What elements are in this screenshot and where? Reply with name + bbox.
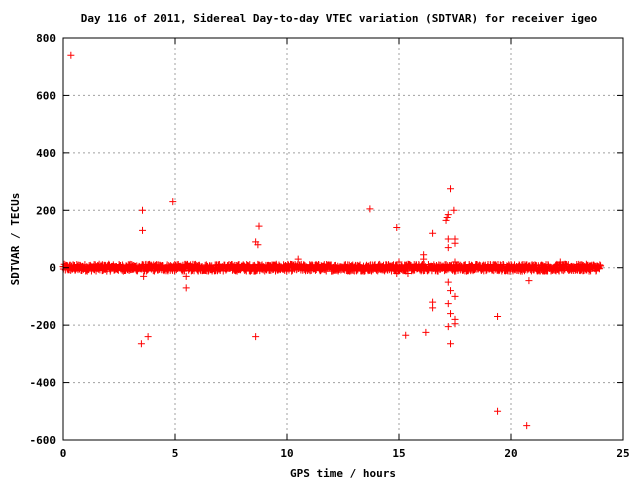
data-point [169, 198, 177, 206]
data-point [525, 277, 533, 285]
data-point [255, 222, 263, 230]
data-point [523, 422, 531, 430]
y-tick-label: 600 [36, 89, 56, 102]
data-point [450, 206, 458, 214]
data-point [393, 269, 401, 277]
data-point [404, 269, 412, 277]
y-tick-label: 800 [36, 32, 56, 45]
data-point [395, 258, 403, 266]
y-tick-labels: -600 -400 -200 0 200 400 600 800 [30, 32, 57, 447]
data-point [447, 287, 455, 295]
data-point [67, 51, 75, 59]
data-point [144, 333, 152, 341]
data-point [422, 328, 430, 336]
data-point [366, 205, 374, 213]
data-point [447, 310, 455, 318]
data-point [444, 235, 452, 243]
y-tick-label: -200 [30, 319, 57, 332]
x-tick-label: 15 [392, 447, 405, 460]
data-point [444, 211, 452, 219]
data-points [59, 51, 605, 430]
y-tick-label: -400 [30, 377, 57, 390]
data-point [137, 340, 145, 348]
axis-ticks [62, 37, 624, 441]
x-tick-label: 10 [280, 447, 293, 460]
data-point [451, 292, 459, 300]
data-point [139, 226, 147, 234]
data-point [252, 333, 260, 341]
data-point [451, 320, 459, 328]
data-point [447, 340, 455, 348]
data-point [447, 185, 455, 193]
data-point [556, 258, 564, 266]
x-tick-label: 20 [504, 447, 517, 460]
x-tick-labels: 0 5 10 15 20 25 [60, 447, 630, 460]
data-point [451, 258, 459, 266]
data-point [254, 241, 262, 249]
data-point [420, 255, 428, 263]
data-point [393, 224, 401, 232]
y-axis-label: SDTVAR / TECUs [9, 193, 22, 286]
data-point [443, 213, 451, 221]
data-point [597, 262, 605, 270]
data-point [294, 255, 302, 263]
plot-frame [62, 37, 624, 441]
data-point [494, 407, 502, 415]
data-point [442, 216, 450, 224]
y-tick-label: -600 [30, 434, 57, 447]
y-tick-label: 0 [49, 262, 56, 275]
data-point [429, 229, 437, 237]
data-point [451, 239, 459, 247]
data-point [182, 284, 190, 292]
data-point [444, 300, 452, 308]
data-point [182, 272, 190, 280]
chart-title: Day 116 of 2011, Sidereal Day-to-day VTE… [81, 12, 598, 25]
data-point [494, 313, 502, 321]
data-point [444, 278, 452, 286]
x-axis-label: GPS time / hours [290, 467, 396, 480]
y-tick-label: 400 [36, 147, 56, 160]
x-tick-label: 25 [616, 447, 629, 460]
x-tick-label: 0 [60, 447, 67, 460]
data-point [402, 331, 410, 339]
data-point [139, 206, 147, 214]
data-point [202, 261, 210, 269]
data-point [444, 244, 452, 252]
data-point [429, 304, 437, 312]
y-tick-label: 200 [36, 204, 56, 217]
data-point [140, 272, 148, 280]
data-point [444, 323, 452, 331]
x-tick-label: 5 [172, 447, 179, 460]
